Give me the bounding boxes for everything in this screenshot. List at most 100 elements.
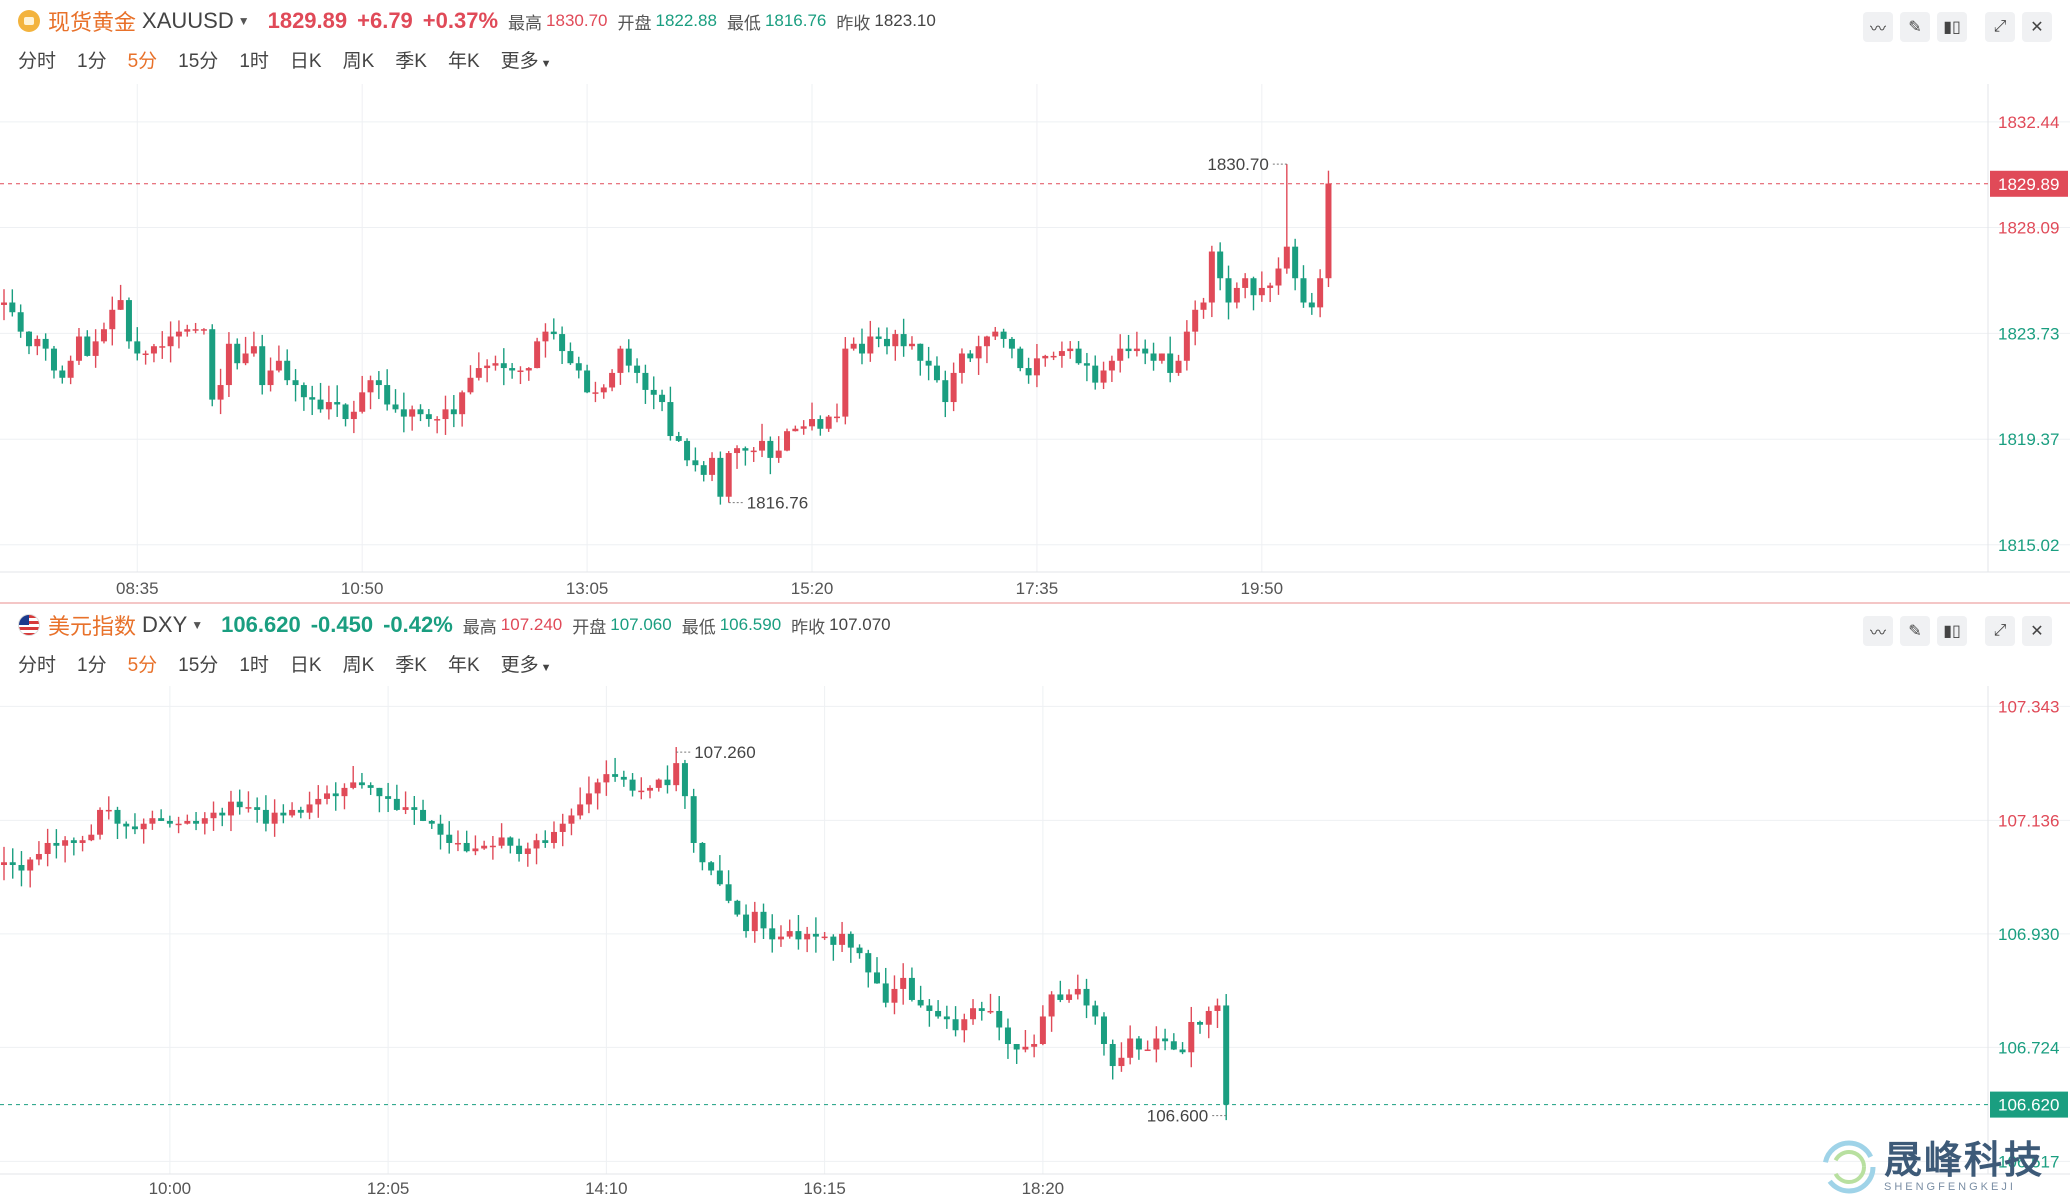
draw-pen-icon[interactable]: ✎ <box>1900 616 1930 646</box>
chevron-down-icon[interactable]: ▼ <box>237 14 250 28</box>
candle-body <box>225 343 232 386</box>
candle-body <box>612 774 619 777</box>
tab-timeframe[interactable]: 季K <box>395 654 427 676</box>
indicator-icon[interactable]: 〰 <box>1863 616 1893 646</box>
tab-more[interactable]: 更多 ▼ <box>501 46 552 73</box>
chevron-down-icon: ▼ <box>540 661 552 674</box>
candle-body <box>559 334 566 352</box>
draw-pen-icon[interactable]: ✎ <box>1900 12 1930 42</box>
candle <box>1325 170 1332 288</box>
candle-body <box>550 831 557 843</box>
candle <box>400 392 407 433</box>
gold-candlestick-chart[interactable]: 1832.44 1828.09 1823.73 1819.37 1815.02 08:35… <box>0 84 2070 602</box>
tab-timeframe[interactable]: 周K <box>342 50 375 72</box>
candle-body <box>856 947 863 954</box>
candle <box>417 404 424 422</box>
candle-body <box>271 812 278 824</box>
candle-body <box>874 972 880 984</box>
candle-body <box>123 823 130 827</box>
candle-body <box>1292 246 1299 279</box>
candle <box>1004 1018 1011 1059</box>
tab-timeframe[interactable]: 年K <box>447 50 480 72</box>
candle-body <box>393 798 400 810</box>
candle <box>983 335 990 364</box>
tab-timeframe[interactable]: 分时 <box>18 654 57 676</box>
tab-timeframe[interactable]: 周K <box>342 654 375 676</box>
candle-body <box>1048 994 1055 1017</box>
tab-timeframe[interactable]: 日K <box>289 654 322 676</box>
candle <box>166 815 173 828</box>
candle <box>875 327 882 348</box>
expand-icon[interactable]: ⤢ <box>1985 616 2015 646</box>
tab-timeframe[interactable]: 15分 <box>178 654 219 676</box>
close-icon[interactable]: ✕ <box>2022 616 2052 646</box>
candle-body <box>743 914 750 932</box>
candle-body <box>100 329 107 342</box>
candle-body <box>769 928 776 940</box>
candle <box>317 382 324 413</box>
indicator-icon[interactable]: 〰 <box>1863 12 1893 42</box>
candle <box>227 790 234 832</box>
tab-timeframe[interactable]: 1时 <box>239 654 269 676</box>
x-tick-label: 12:05 <box>367 1179 410 1198</box>
tab-timeframe[interactable]: 季K <box>395 50 427 72</box>
stat-label-prev-close: 昨收 <box>836 13 871 33</box>
candle <box>9 848 16 879</box>
candle <box>280 804 287 824</box>
expand-icon[interactable]: ⤢ <box>1985 12 2015 42</box>
candle <box>367 375 374 410</box>
symbol-code[interactable]: DXY <box>142 612 188 637</box>
candle-body <box>692 460 699 466</box>
candle <box>315 785 322 818</box>
candle-body <box>409 409 416 417</box>
candle <box>200 328 207 335</box>
close-icon[interactable]: ✕ <box>2022 12 2052 42</box>
candle-style-icon[interactable]: ▮▯ <box>1937 616 1967 646</box>
candle <box>467 365 474 395</box>
tab-timeframe[interactable]: 1分 <box>77 50 107 72</box>
candle <box>1092 355 1099 390</box>
candle <box>62 836 69 863</box>
candle-body <box>450 409 457 415</box>
symbol-name[interactable]: 美元指数 <box>48 614 137 639</box>
candle <box>1200 297 1207 319</box>
tab-timeframe[interactable]: 日K <box>289 50 322 72</box>
candle-body <box>142 353 149 355</box>
tab-timeframe[interactable]: 1分 <box>77 654 107 676</box>
tab-timeframe[interactable]: 年K <box>447 654 480 676</box>
candle-body <box>1127 1038 1134 1058</box>
candle <box>585 776 592 814</box>
candle-body <box>1223 1005 1230 1105</box>
candle-body <box>210 812 217 819</box>
dxy-candlestick-chart[interactable]: 107.343 107.136 106.930 106.724 106.517 10:00… <box>0 686 2070 1202</box>
candle-body <box>1300 278 1307 303</box>
candle <box>1117 334 1124 373</box>
candle-body <box>675 436 682 441</box>
chevron-down-icon[interactable]: ▼ <box>191 618 204 632</box>
candle <box>475 352 482 381</box>
candle <box>1188 1006 1195 1068</box>
tab-timeframe[interactable]: 1时 <box>239 50 269 72</box>
candle-body <box>332 793 339 797</box>
candle-style-icon[interactable]: ▮▯ <box>1937 12 1967 42</box>
candle <box>472 835 479 856</box>
candle-body <box>650 389 657 395</box>
candle-body <box>375 380 382 386</box>
tab-timeframe[interactable]: 分时 <box>18 50 57 72</box>
candle <box>350 765 357 790</box>
candle-body <box>175 331 182 337</box>
x-tick-label: 14:10 <box>585 1179 628 1198</box>
candle <box>858 328 865 365</box>
candle <box>830 934 837 961</box>
tab-more[interactable]: 更多 ▼ <box>501 650 552 677</box>
tab-timeframe-active[interactable]: 5分 <box>127 50 158 72</box>
symbol-code[interactable]: XAUUSD <box>142 8 234 33</box>
candle-body <box>996 1010 1003 1028</box>
candle <box>1100 1012 1107 1056</box>
candle <box>159 331 166 359</box>
candle-body <box>865 953 872 973</box>
tab-timeframe[interactable]: 15分 <box>178 50 219 72</box>
tab-timeframe-active[interactable]: 5分 <box>127 654 158 676</box>
candle-body <box>59 370 66 378</box>
symbol-name[interactable]: 现货黄金 <box>48 10 137 35</box>
